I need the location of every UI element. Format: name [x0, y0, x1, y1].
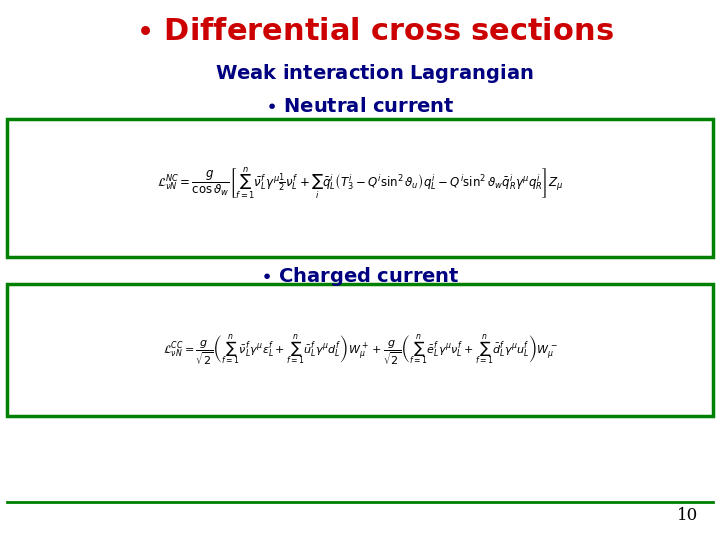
Text: $\mathbf{Weak\ interaction\ Lagrangian}$: $\mathbf{Weak\ interaction\ Lagrangian}$ [215, 62, 534, 85]
Text: $\bullet\ \mathbf{Neutral\ current}$: $\bullet\ \mathbf{Neutral\ current}$ [265, 97, 455, 116]
Text: $\mathcal{L}_{\nu N}^{NC} = \dfrac{g}{\cos\vartheta_w}\left[ \sum_{f=1}^{n} \bar: $\mathcal{L}_{\nu N}^{NC} = \dfrac{g}{\c… [157, 166, 563, 201]
Text: $\bullet\ \mathbf{Charged\ current}$: $\bullet\ \mathbf{Charged\ current}$ [260, 265, 460, 288]
FancyBboxPatch shape [7, 119, 713, 256]
Text: 10: 10 [677, 507, 698, 524]
Text: $\bullet$ $\mathbf{Differential\ cross\ sections}$: $\bullet$ $\mathbf{Differential\ cross\ … [135, 16, 614, 47]
Text: $\mathcal{L}_{\nu N}^{CC} = \dfrac{g}{\sqrt{2}}\left( \sum_{f=1}^{n} \bar{\nu}_L: $\mathcal{L}_{\nu N}^{CC} = \dfrac{g}{\s… [163, 332, 557, 368]
FancyBboxPatch shape [7, 284, 713, 416]
